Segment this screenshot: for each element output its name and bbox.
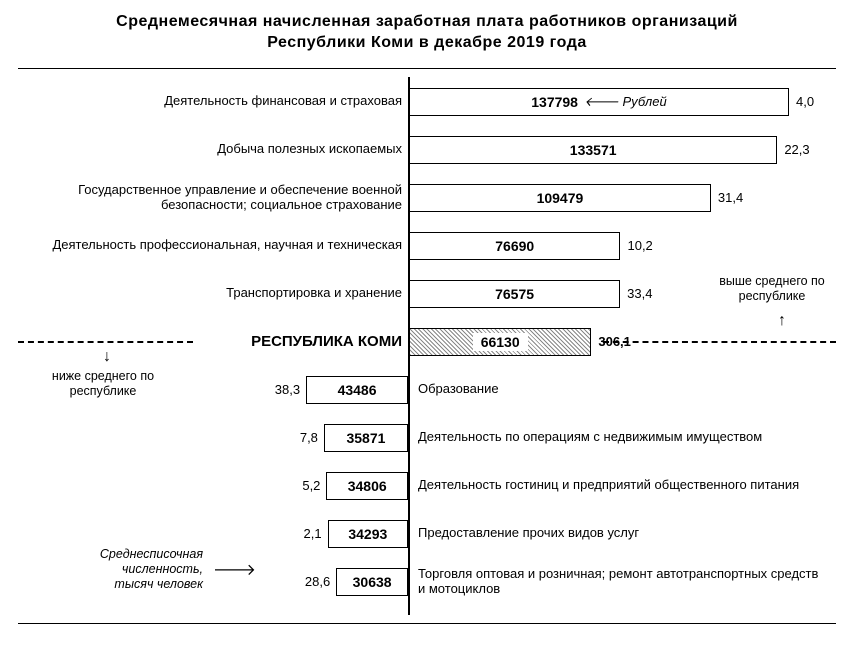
note-below-average: ниже среднего по республике [38, 369, 168, 399]
bar: 34806 [326, 472, 408, 500]
category-label: Предоставление прочих видов услуг [418, 515, 639, 553]
rubley-annotation: 🡐 Рублей [584, 94, 667, 110]
note-count-legend: Среднесписочная численность, тысяч челов… [43, 547, 203, 592]
bar-row-bot-1: 35871 7,8 Деятельность по операциям с не… [18, 419, 836, 457]
bar-row-top-2: Государственное управление и обеспечение… [18, 179, 836, 217]
arrow-right-icon: 🡒 [213, 563, 256, 579]
bar-row-top-1: Добыча полезных ископаемых 133571 22,3 [18, 131, 836, 169]
category-label: Государственное управление и обеспечение… [32, 179, 402, 217]
bar: 76690 [409, 232, 620, 260]
arrow-down-icon: ↓ [103, 349, 111, 365]
count-label: 10,2 [627, 227, 652, 265]
chart-title: Среднемесячная начисленная заработная пл… [18, 12, 836, 54]
count-label: 38,3 [275, 371, 300, 409]
bar: 30638 [336, 568, 408, 596]
count-label: 28,6 [305, 563, 330, 601]
category-label: Торговля оптовая и розничная; ремонт авт… [418, 563, 828, 601]
bar: 133571 [409, 136, 777, 164]
bar: 137798 🡐 Рублей [409, 88, 789, 116]
arrow-up-icon: ↑ [778, 313, 786, 329]
count-label: 7,8 [300, 419, 318, 457]
bar-row-top-0: Деятельность финансовая и страховая 1377… [18, 83, 836, 121]
category-label: Деятельность гостиниц и предприятий обще… [418, 467, 799, 505]
category-label: Образование [418, 371, 499, 409]
count-label: 22,3 [784, 131, 809, 169]
count-label: 5,2 [302, 467, 320, 505]
bar: 43486 [306, 376, 408, 404]
category-label: Добыча полезных ископаемых [217, 131, 402, 169]
bar-row-bot-2: 34806 5,2 Деятельность гостиниц и предпр… [18, 467, 836, 505]
bar: 76575 [409, 280, 620, 308]
count-label: 4,0 [796, 83, 814, 121]
bar-row-top-3: Деятельность профессиональная, научная и… [18, 227, 836, 265]
chart-area: Деятельность финансовая и страховая 1377… [18, 68, 836, 624]
category-label: РЕСПУБЛИКА КОМИ [251, 323, 402, 361]
count-label: 31,4 [718, 179, 743, 217]
category-label: Деятельность по операциям с недвижимым и… [418, 419, 762, 457]
dashed-divider-left [18, 341, 193, 343]
note-above-average: выше среднего по республике [712, 274, 832, 304]
category-label: Деятельность профессиональная, научная и… [52, 227, 402, 265]
bar: 109479 [409, 184, 711, 212]
category-label: Транспортировка и хранение [226, 275, 402, 313]
bar: 35871 [324, 424, 408, 452]
count-label: 2,1 [304, 515, 322, 553]
category-label: Деятельность финансовая и страховая [164, 83, 402, 121]
bar: 34293 [328, 520, 408, 548]
dashed-divider-right [603, 341, 836, 343]
bar: 66130 [409, 328, 591, 356]
count-label: 33,4 [627, 275, 652, 313]
